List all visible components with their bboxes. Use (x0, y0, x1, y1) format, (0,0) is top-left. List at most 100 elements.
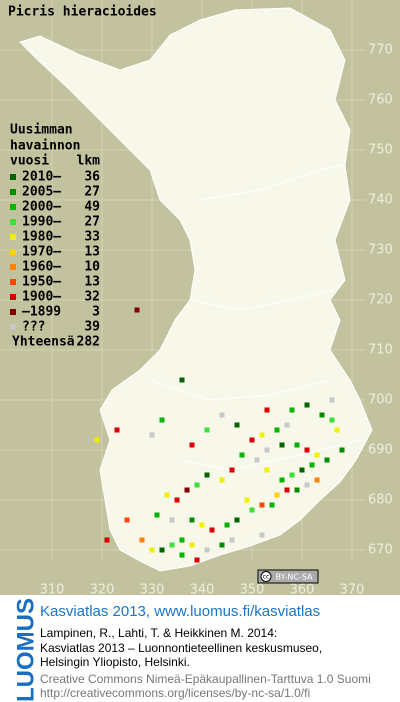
x-tick-label: 310 (40, 583, 65, 598)
observation-square (314, 452, 320, 458)
observation-square (159, 417, 165, 423)
region-border (189, 289, 336, 311)
observation-square (299, 467, 305, 473)
observation-square (219, 477, 225, 483)
legend-count: 13 (84, 245, 100, 260)
legend-label: 1970– (22, 245, 61, 260)
observation-square (264, 447, 270, 453)
observation-square (224, 522, 230, 528)
legend-label: 1950– (22, 275, 61, 290)
observation-square (279, 442, 285, 448)
y-tick-label: 710 (368, 343, 393, 358)
legend-swatch (10, 264, 16, 270)
y-tick-label: 770 (368, 43, 393, 58)
x-tick-label: 330 (140, 583, 165, 598)
legend-swatch (10, 234, 16, 240)
legend-swatch (10, 189, 16, 195)
observation-square (199, 522, 205, 528)
legend-swatch (10, 324, 16, 330)
observation-square (114, 427, 120, 433)
legend-swatch (10, 219, 16, 225)
observation-square (264, 407, 270, 413)
legend-count: 27 (84, 185, 100, 200)
legend-label: –1899 (22, 305, 61, 320)
license: http://creativecommons.org/licenses/by-n… (40, 686, 310, 700)
observation-square (124, 517, 130, 523)
observation-square (169, 542, 175, 548)
y-tick-label: 720 (368, 293, 393, 308)
x-tick-label: 320 (90, 583, 115, 598)
legend-label: 2010– (22, 170, 61, 185)
observation-square (229, 537, 235, 543)
y-tick-label: 690 (368, 443, 393, 458)
legend-swatch (10, 204, 16, 210)
legend-swatch (10, 294, 16, 300)
observation-square (274, 492, 280, 498)
badge-text: BY-NC-SA (275, 573, 313, 582)
x-tick-label: 350 (240, 583, 265, 598)
observation-square (174, 497, 180, 503)
legend-count: 13 (84, 275, 100, 290)
legend-count: 49 (84, 200, 100, 215)
observation-square (154, 512, 160, 518)
observation-square (164, 492, 170, 498)
observation-square (229, 467, 235, 473)
legend-header: vuosi (10, 154, 49, 169)
y-tick-label: 730 (368, 243, 393, 258)
observation-square (189, 517, 195, 523)
x-tick-label: 370 (340, 583, 365, 598)
y-tick-label: 740 (368, 193, 393, 208)
observation-square (194, 482, 200, 488)
legend-label: 1960– (22, 260, 61, 275)
observation-square (104, 537, 110, 543)
observation-square (289, 472, 295, 478)
observation-square (259, 432, 265, 438)
observation-square (294, 487, 300, 493)
y-tick-label: 680 (368, 493, 393, 508)
observation-square (134, 307, 140, 313)
total-count: 282 (77, 335, 100, 350)
legend-count: 32 (84, 290, 100, 305)
observation-square (209, 527, 215, 533)
legend-label: 1980– (22, 230, 61, 245)
observation-square (329, 417, 335, 423)
logo: LUOMUS (12, 598, 39, 702)
citation: Helsingin Yliopisto, Helsinki. (40, 655, 190, 669)
observation-square (319, 412, 325, 418)
observation-square (309, 462, 315, 468)
observation-square (184, 487, 190, 493)
observation-square (324, 457, 330, 463)
observation-square (254, 457, 260, 463)
link: Kasviatlas 2013, www.luomus.fi/kasviatla… (40, 603, 320, 620)
observation-square (204, 472, 210, 478)
observation-square (204, 547, 210, 553)
region-border (149, 379, 331, 401)
observation-square (289, 407, 295, 413)
observation-square (274, 427, 280, 433)
title: Picris hieracioides (8, 5, 157, 20)
legend-count: 10 (84, 260, 100, 275)
observation-square (304, 482, 310, 488)
legend-count: 36 (84, 170, 100, 185)
region-border (199, 164, 346, 201)
observation-square (194, 557, 200, 563)
observation-square (249, 437, 255, 443)
observation-square (259, 502, 265, 508)
observation-square (279, 477, 285, 483)
svg-text:cc: cc (263, 574, 270, 581)
legend-swatch (10, 279, 16, 285)
y-tick-label: 760 (368, 93, 393, 108)
observation-square (189, 442, 195, 448)
legend-header: havainnon (10, 139, 80, 154)
legend-swatch (10, 309, 16, 315)
legend-swatch (10, 249, 16, 255)
legend-label: 2000– (22, 200, 61, 215)
y-tick-label: 700 (368, 393, 393, 408)
legend-count-header: lkm (77, 154, 101, 169)
observation-square (179, 377, 185, 383)
x-tick-label: 340 (190, 583, 215, 598)
legend-label: ??? (22, 320, 45, 335)
observation-square (334, 427, 340, 433)
observation-square (204, 427, 210, 433)
